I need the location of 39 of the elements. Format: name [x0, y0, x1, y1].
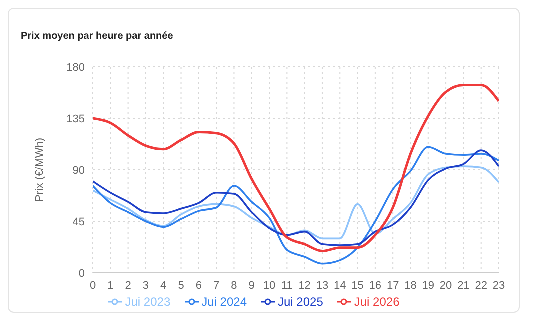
x-tick-label: 8: [231, 280, 238, 292]
x-tick-label: 13: [316, 280, 329, 292]
y-tick-label: 90: [72, 164, 85, 177]
x-tick-label: 22: [475, 280, 488, 292]
x-tick-label: 4: [160, 280, 167, 292]
line-series: [93, 84, 499, 253]
x-tick-label: 23: [492, 280, 506, 292]
x-tick-label: 9: [248, 280, 255, 292]
x-tick-label: 20: [440, 280, 452, 292]
x-tick-label: 14: [334, 280, 346, 292]
x-tick-label: 11: [281, 280, 293, 292]
x-tick-label: 15: [352, 280, 364, 292]
x-tick-label: 5: [178, 280, 184, 292]
legend-label: Jui 2026: [353, 295, 400, 309]
y-axis-title: Prix (€/MWh): [34, 138, 46, 202]
x-tick-label: 10: [263, 280, 276, 292]
line-series: [93, 146, 499, 265]
x-tick-label: 16: [369, 280, 382, 292]
x-tick-label: 12: [298, 280, 311, 292]
x-tick-label: 1: [108, 280, 114, 292]
x-tick-label: 3: [142, 280, 150, 292]
x-tick-label: 18: [404, 280, 417, 292]
x-tick-label: 0: [90, 280, 96, 292]
line-series: [93, 166, 499, 240]
y-tick-label: 0: [78, 268, 85, 280]
x-tick-label: 2: [125, 280, 132, 292]
line-series: [93, 150, 499, 246]
chart-title: Prix moyen par heure par année: [21, 31, 174, 42]
x-tick-label: 7: [214, 280, 220, 292]
x-tick-label: 21: [458, 280, 470, 292]
y-tick-label: 180: [66, 62, 85, 74]
x-tick-label: 17: [386, 280, 400, 292]
legend-label: Jui 2023: [124, 295, 171, 309]
x-tick-label: 6: [196, 280, 202, 292]
y-tick-label: 45: [72, 216, 85, 228]
legend-label: Jui 2024: [200, 295, 247, 309]
legend-label: Jui 2025: [277, 295, 324, 309]
y-tick-label: 135: [66, 113, 85, 126]
x-tick-label: 19: [422, 280, 435, 292]
